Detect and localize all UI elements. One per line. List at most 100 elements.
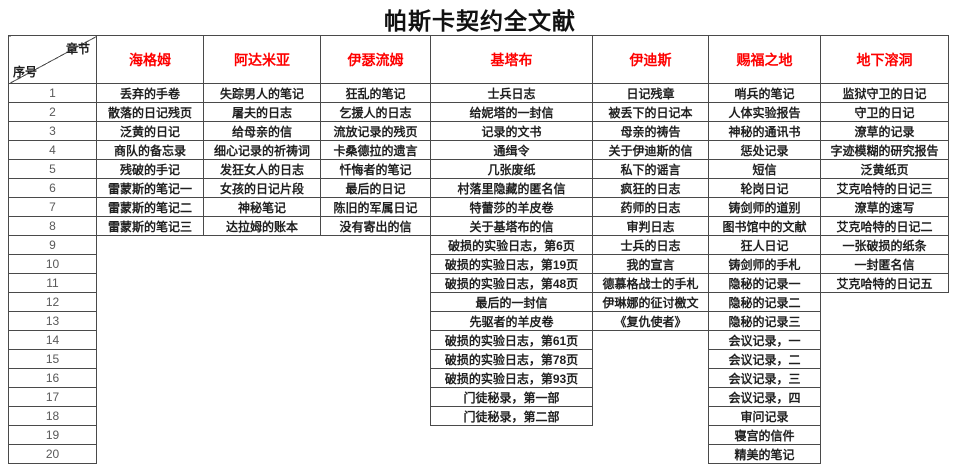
empty-cell <box>321 331 431 350</box>
column-header-6: 地下溶洞 <box>820 35 949 84</box>
empty-cell <box>204 407 321 426</box>
doc-cell: 女孩的日记片段 <box>203 178 321 198</box>
empty-cell <box>821 293 949 312</box>
row-number-cell: 10 <box>8 254 97 274</box>
doc-cell: 隐秘的记录一 <box>708 273 821 293</box>
doc-cell: 监狱守卫的日记 <box>820 83 949 103</box>
table-row: 17 门徒秘录，第一部 会议记录，四 <box>8 387 949 407</box>
row-number-cell: 8 <box>8 216 97 236</box>
empty-cell <box>97 293 204 312</box>
doc-cell: 惩处记录 <box>708 140 821 160</box>
row-number-cell: 1 <box>8 83 97 103</box>
empty-cell <box>593 407 709 426</box>
table-row: 9 破损的实验日志，第6页 士兵的日志 狂人日记 一张破损的纸条 <box>8 235 949 255</box>
empty-cell <box>204 293 321 312</box>
empty-cell <box>97 236 204 255</box>
empty-cell <box>821 426 949 445</box>
doc-cell: 最后的一封信 <box>430 292 593 312</box>
table-row: 7 雷蒙斯的笔记二 神秘笔记 陈旧的军属日记 特蕾莎的羊皮卷 药师的日志 铸剑师的道别 潦草的… <box>8 197 949 217</box>
doc-cell: 破损的实验日志，第6页 <box>430 235 593 255</box>
doc-cell: 细心记录的祈祷词 <box>203 140 321 160</box>
empty-cell <box>204 350 321 369</box>
doc-cell: 破损的实验日志，第48页 <box>430 273 593 293</box>
empty-cell <box>321 255 431 274</box>
table-row: 16 破损的实验日志，第93页 会议记录，三 <box>8 368 949 388</box>
empty-cell <box>821 350 949 369</box>
row-number-cell: 20 <box>8 444 97 464</box>
doc-cell: 我的宣言 <box>592 254 709 274</box>
empty-cell <box>593 445 709 464</box>
doc-cell: 神秘的通讯书 <box>708 121 821 141</box>
doc-cell: 人体实验报告 <box>708 102 821 122</box>
row-number-cell: 18 <box>8 406 97 426</box>
doc-cell: 一封匿名信 <box>820 254 949 274</box>
doc-cell: 隐秘的记录三 <box>708 311 821 331</box>
doc-cell: 私下的谣言 <box>592 159 709 179</box>
empty-cell <box>204 426 321 445</box>
table-row: 6 雷蒙斯的笔记一 女孩的日记片段 最后的日记 村落里隐藏的匿名信 疯狂的日志 轮岗日记 艾克… <box>8 178 949 198</box>
doc-cell: 最后的日记 <box>320 178 431 198</box>
doc-cell: 丢弃的手卷 <box>96 83 204 103</box>
doc-cell: 给妮塔的一封信 <box>430 102 593 122</box>
empty-cell <box>593 388 709 407</box>
table-row: 18 门徒秘录，第二部 审问记录 <box>8 406 949 426</box>
empty-cell <box>97 426 204 445</box>
empty-cell <box>321 312 431 331</box>
empty-cell <box>321 426 431 445</box>
row-number-cell: 19 <box>8 425 97 445</box>
doc-cell: 雷蒙斯的笔记二 <box>96 197 204 217</box>
doc-cell: 商队的备忘录 <box>96 140 204 160</box>
doc-cell: 泛黄的日记 <box>96 121 204 141</box>
empty-cell <box>321 350 431 369</box>
row-number-cell: 3 <box>8 121 97 141</box>
doc-cell: 艾克哈特的日记五 <box>820 273 949 293</box>
doc-cell: 狂人日记 <box>708 235 821 255</box>
doc-cell: 关于基塔布的信 <box>430 216 593 236</box>
empty-cell <box>821 312 949 331</box>
doc-cell: 陈旧的军属日记 <box>320 197 431 217</box>
empty-cell <box>431 426 593 445</box>
empty-cell <box>97 407 204 426</box>
doc-cell: 几张废纸 <box>430 159 593 179</box>
table-row: 5 残破的手记 发狂女人的日志 忏悔者的笔记 几张废纸 私下的谣言 短信 泛黄纸页 <box>8 159 949 179</box>
doc-cell: 给母亲的信 <box>203 121 321 141</box>
doc-cell: 士兵日志 <box>430 83 593 103</box>
empty-cell <box>593 350 709 369</box>
doc-cell: 哨兵的笔记 <box>708 83 821 103</box>
doc-cell: 轮岗日记 <box>708 178 821 198</box>
doc-cell: 散落的日记残页 <box>96 102 204 122</box>
row-number-cell: 16 <box>8 368 97 388</box>
doc-cell: 破损的实验日志，第93页 <box>430 368 593 388</box>
doc-cell: 门徒秘录，第二部 <box>430 406 593 426</box>
doc-cell: 守卫的日记 <box>820 102 949 122</box>
doc-cell: 忏悔者的笔记 <box>320 159 431 179</box>
empty-cell <box>204 445 321 464</box>
doc-cell: 破损的实验日志，第78页 <box>430 349 593 369</box>
doc-cell: 疯狂的日志 <box>592 178 709 198</box>
column-header-5: 赐福之地 <box>708 35 821 84</box>
doc-cell: 德慕格战士的手札 <box>592 273 709 293</box>
doc-cell: 关于伊迪斯的信 <box>592 140 709 160</box>
doc-cell: 短信 <box>708 159 821 179</box>
doc-cell: 《复仇使者》 <box>592 311 709 331</box>
doc-cell: 记录的文书 <box>430 121 593 141</box>
doc-cell: 流放记录的残页 <box>320 121 431 141</box>
empty-cell <box>593 369 709 388</box>
doc-cell: 发狂女人的日志 <box>203 159 321 179</box>
doc-cell: 通缉令 <box>430 140 593 160</box>
empty-cell <box>97 445 204 464</box>
doc-cell: 残破的手记 <box>96 159 204 179</box>
doc-cell: 隐秘的记录二 <box>708 292 821 312</box>
empty-cell <box>97 350 204 369</box>
row-number-cell: 2 <box>8 102 97 122</box>
doc-cell: 潦草的速写 <box>820 197 949 217</box>
doc-cell: 先驱者的羊皮卷 <box>430 311 593 331</box>
empty-cell <box>204 236 321 255</box>
documents-table: 章节 序号 海格姆 阿达米亚 伊瑟流姆 基塔布 伊迪斯 赐福之地 地下溶洞 1 丢弃的手卷 失踪男人的… <box>8 35 949 464</box>
empty-cell <box>97 255 204 274</box>
row-number-cell: 4 <box>8 140 97 160</box>
empty-cell <box>97 274 204 293</box>
doc-cell: 门徒秘录，第一部 <box>430 387 593 407</box>
table-row: 3 泛黄的日记 给母亲的信 流放记录的残页 记录的文书 母亲的祷告 神秘的通讯书 潦草的记录 <box>8 121 949 141</box>
table-row: 4 商队的备忘录 细心记录的祈祷词 卡桑德拉的遗言 通缉令 关于伊迪斯的信 惩处记录 字迹模糊… <box>8 140 949 160</box>
